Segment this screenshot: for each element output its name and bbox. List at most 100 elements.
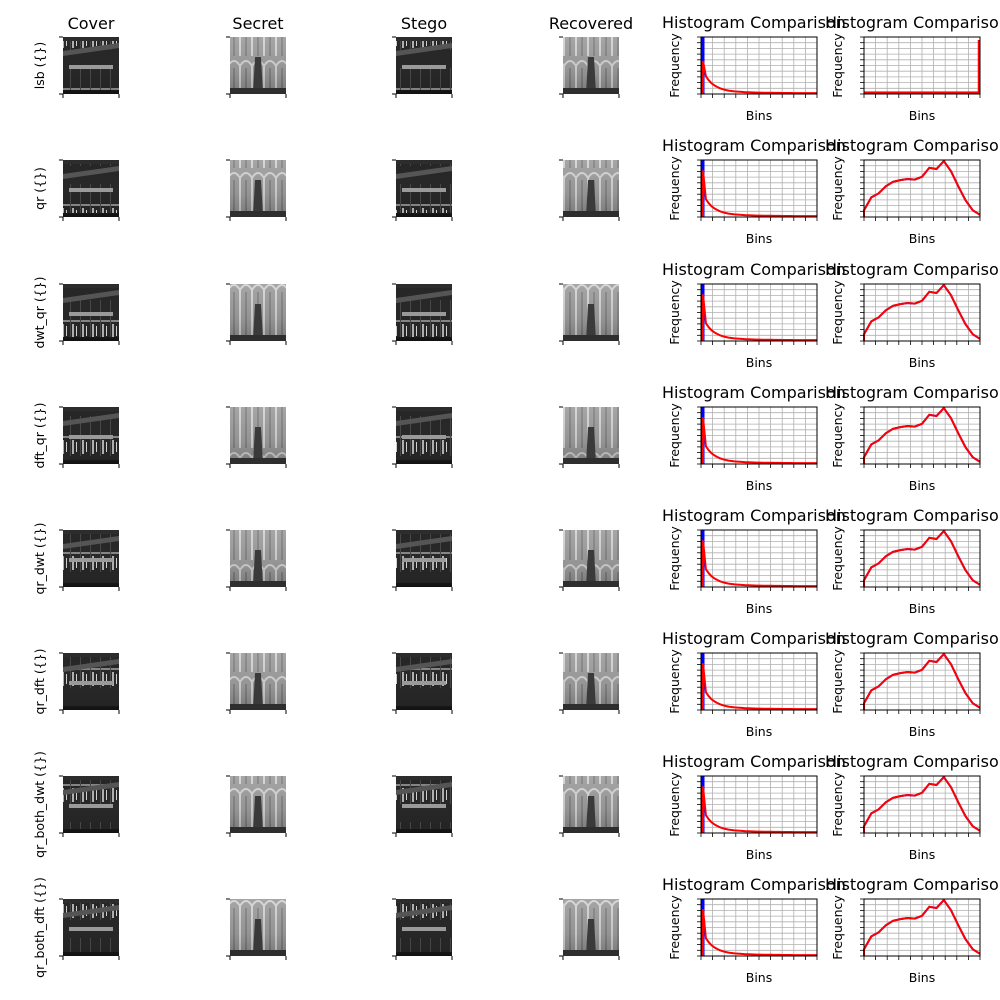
image-nave: [586, 304, 596, 341]
image-panel-recovered: [559, 775, 620, 837]
image-beam: [396, 782, 452, 795]
histogram-panel: Histogram Comparison Bins Frequency: [825, 506, 1000, 616]
histogram-panel: Histogram Comparison Bins Frequency: [825, 13, 1000, 123]
row-label: qr_both_dft ({}): [32, 877, 47, 978]
row-6: qr_dft ({}) Histogram Comparison Bins Frequ…: [32, 629, 1000, 739]
histogram-panel: Histogram Comparison Bins Frequency: [662, 752, 846, 862]
y-axis-label: Frequency: [667, 156, 682, 221]
histogram-title: Histogram Comparison: [662, 875, 846, 894]
column-title-cover: Cover: [68, 14, 115, 33]
row-5: qr_dwt ({}) Histogram Comparison Bins Frequ…: [32, 506, 1000, 616]
image-nave: [253, 57, 263, 94]
image-panel-recovered: [559, 529, 620, 591]
x-axis-label: Bins: [746, 970, 772, 985]
image-beam: [63, 782, 119, 795]
histogram-title: Histogram Comparison: [662, 752, 846, 771]
x-axis-label: Bins: [746, 847, 772, 862]
image-beam: [396, 166, 452, 179]
image-panel-recovered: [559, 406, 620, 468]
image-panel-secret: [226, 775, 287, 837]
image-panel-recovered: [559, 159, 620, 221]
y-axis-label: Frequency: [667, 33, 682, 98]
image-nave: [586, 180, 596, 217]
y-axis-label: Frequency: [667, 280, 682, 345]
image-beam: [63, 166, 119, 179]
x-axis-label: Bins: [746, 355, 772, 370]
image-panel-secret: [226, 529, 287, 591]
image-panel-cover: [59, 406, 120, 468]
image-highlight: [69, 188, 113, 192]
image-floor: [230, 88, 286, 94]
image-highlight: [69, 681, 113, 685]
stego-series-line: [702, 663, 817, 711]
histogram-title: Histogram Comparison: [825, 752, 1000, 771]
image-beam: [396, 536, 452, 549]
image-panel-stego: [392, 406, 453, 468]
image-beam: [396, 659, 452, 672]
row-label: qr_both_dwt ({}): [32, 751, 47, 858]
histogram-panel: Histogram Comparison Bins Frequency: [825, 383, 1000, 493]
histogram-panel: Histogram Comparison Bins Frequency: [662, 260, 846, 370]
y-axis-label: Frequency: [830, 526, 845, 591]
image-panel-cover: [59, 898, 120, 960]
image-panel-cover: [59, 775, 120, 837]
histogram-panel: Histogram Comparison Bins Frequency: [662, 875, 846, 985]
histogram-panel: Histogram Comparison Bins Frequency: [662, 136, 846, 246]
stego-series-line: [863, 898, 981, 956]
y-axis-label: Frequency: [830, 156, 845, 221]
x-axis-label: Bins: [909, 478, 935, 493]
image-beam: [63, 905, 119, 918]
column-title-stego: Stego: [401, 14, 447, 33]
row-label: dft_qr ({}): [32, 403, 47, 469]
image-nave: [253, 180, 263, 217]
image-nave: [586, 550, 596, 587]
image-floor: [230, 704, 286, 710]
image-highlight: [402, 435, 446, 439]
y-axis-label: Frequency: [830, 772, 845, 837]
histogram-panel: Histogram Comparison Bins Frequency: [825, 875, 1000, 985]
histogram-title: Histogram Comparison: [825, 13, 1000, 32]
image-panel-secret: [226, 652, 287, 714]
x-axis-label: Bins: [746, 601, 772, 616]
image-panel-cover: [59, 159, 120, 221]
image-highlight: [69, 804, 113, 808]
row-3: dwt_qr ({}) Histogram Comparison Bins Frequ…: [32, 260, 1000, 370]
histogram-title: Histogram Comparison: [662, 629, 846, 648]
image-floor: [563, 335, 619, 341]
image-highlight: [69, 927, 113, 931]
histogram-title: Histogram Comparison: [662, 136, 846, 155]
histogram-title: Histogram Comparison: [662, 260, 846, 279]
histogram-title: Histogram Comparison: [825, 506, 1000, 525]
y-axis-label: Frequency: [830, 895, 845, 960]
image-floor: [230, 827, 286, 833]
image-panel-stego: [392, 159, 453, 221]
x-axis-label: Bins: [909, 724, 935, 739]
image-panel-secret: [226, 406, 287, 468]
image-panel-cover: [59, 529, 120, 591]
x-axis-label: Bins: [909, 847, 935, 862]
y-axis-label: Frequency: [667, 895, 682, 960]
image-floor: [563, 704, 619, 710]
histogram-title: Histogram Comparison: [662, 383, 846, 402]
image-beam: [63, 43, 119, 56]
image-panel-stego: [392, 283, 453, 345]
image-panel-stego: [392, 898, 453, 960]
image-floor: [563, 827, 619, 833]
histogram-panel: Histogram Comparison Bins Frequency: [825, 752, 1000, 862]
stego-series-line: [702, 909, 817, 957]
image-highlight: [402, 312, 446, 316]
row-label: lsb ({}): [32, 42, 47, 90]
image-nave: [253, 919, 263, 956]
y-axis-label: Frequency: [830, 33, 845, 98]
stego-series-line: [702, 540, 817, 588]
histogram-panel: Histogram Comparison Bins Frequency: [662, 629, 846, 739]
image-panel-recovered: [559, 36, 620, 98]
stego-series-line: [863, 159, 981, 217]
image-panel-secret: [226, 36, 287, 98]
row-4: dft_qr ({}) Histogram Comparison Bins Frequ…: [32, 383, 1000, 493]
y-axis-label: Frequency: [667, 403, 682, 468]
image-floor: [563, 581, 619, 587]
image-highlight: [402, 65, 446, 69]
stego-series-line: [863, 652, 981, 710]
